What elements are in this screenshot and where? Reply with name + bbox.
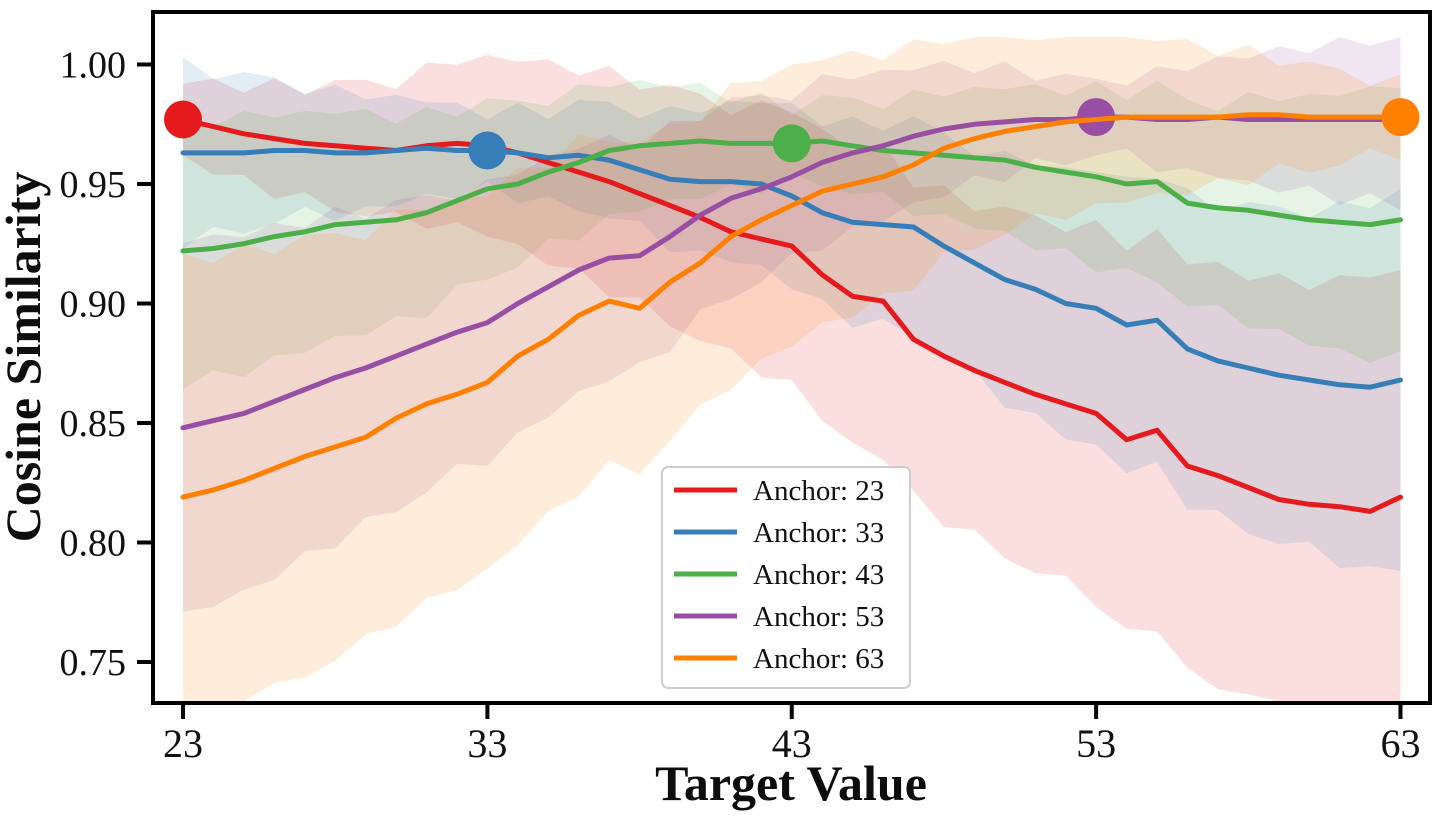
legend-label: Anchor: 33	[753, 517, 884, 549]
legend-item: Anchor: 33	[674, 517, 884, 549]
confidence-band-63	[183, 37, 1401, 702]
x-tick-label: 23	[163, 721, 203, 766]
series-line-63	[180, 112, 1403, 500]
x-tick-label: 43	[772, 721, 812, 766]
x-tick-label: 53	[1076, 721, 1116, 766]
x-axis-label: Target Value	[655, 755, 927, 811]
y-axis-label: Cosine Similarity	[0, 172, 51, 543]
y-tick-label: 0.90	[60, 284, 127, 326]
legend-label: Anchor: 23	[753, 475, 884, 507]
legend: Anchor: 23 Anchor: 33 Anchor: 43 Anchor: 53…	[661, 466, 911, 689]
legend-item: Anchor: 53	[674, 601, 884, 633]
y-tick-label: 0.95	[60, 164, 127, 206]
y-tick-label: 1.00	[60, 45, 127, 87]
confidence-band-33	[183, 57, 1401, 572]
x-tick-label: 63	[1381, 721, 1421, 766]
legend-item: Anchor: 43	[674, 559, 884, 591]
anchor-marker-63	[1381, 98, 1420, 137]
series-line-33	[180, 145, 1403, 390]
series-lines	[164, 98, 1420, 514]
legend-item: Anchor: 23	[674, 475, 884, 507]
confidence-band-53	[183, 37, 1401, 612]
legend-label: Anchor: 63	[753, 643, 884, 675]
y-tick-label: 0.75	[60, 642, 127, 684]
axis-ticks: 1.00 0.95 0.90 0.85 0.80 0.75 23 33 43 53 63	[60, 45, 1421, 767]
legend-item: Anchor: 63	[674, 643, 884, 675]
legend-label: Anchor: 53	[753, 601, 884, 633]
y-tick-label: 0.80	[60, 523, 127, 565]
anchor-marker-33	[468, 131, 507, 170]
y-tick-label: 0.85	[60, 403, 127, 445]
legend-label: Anchor: 43	[753, 559, 884, 591]
anchor-marker-43	[772, 124, 811, 163]
anchor-marker-23	[164, 100, 202, 139]
legend-box	[661, 466, 911, 689]
confidence-band-23	[183, 54, 1401, 702]
x-tick-label: 33	[467, 721, 507, 766]
